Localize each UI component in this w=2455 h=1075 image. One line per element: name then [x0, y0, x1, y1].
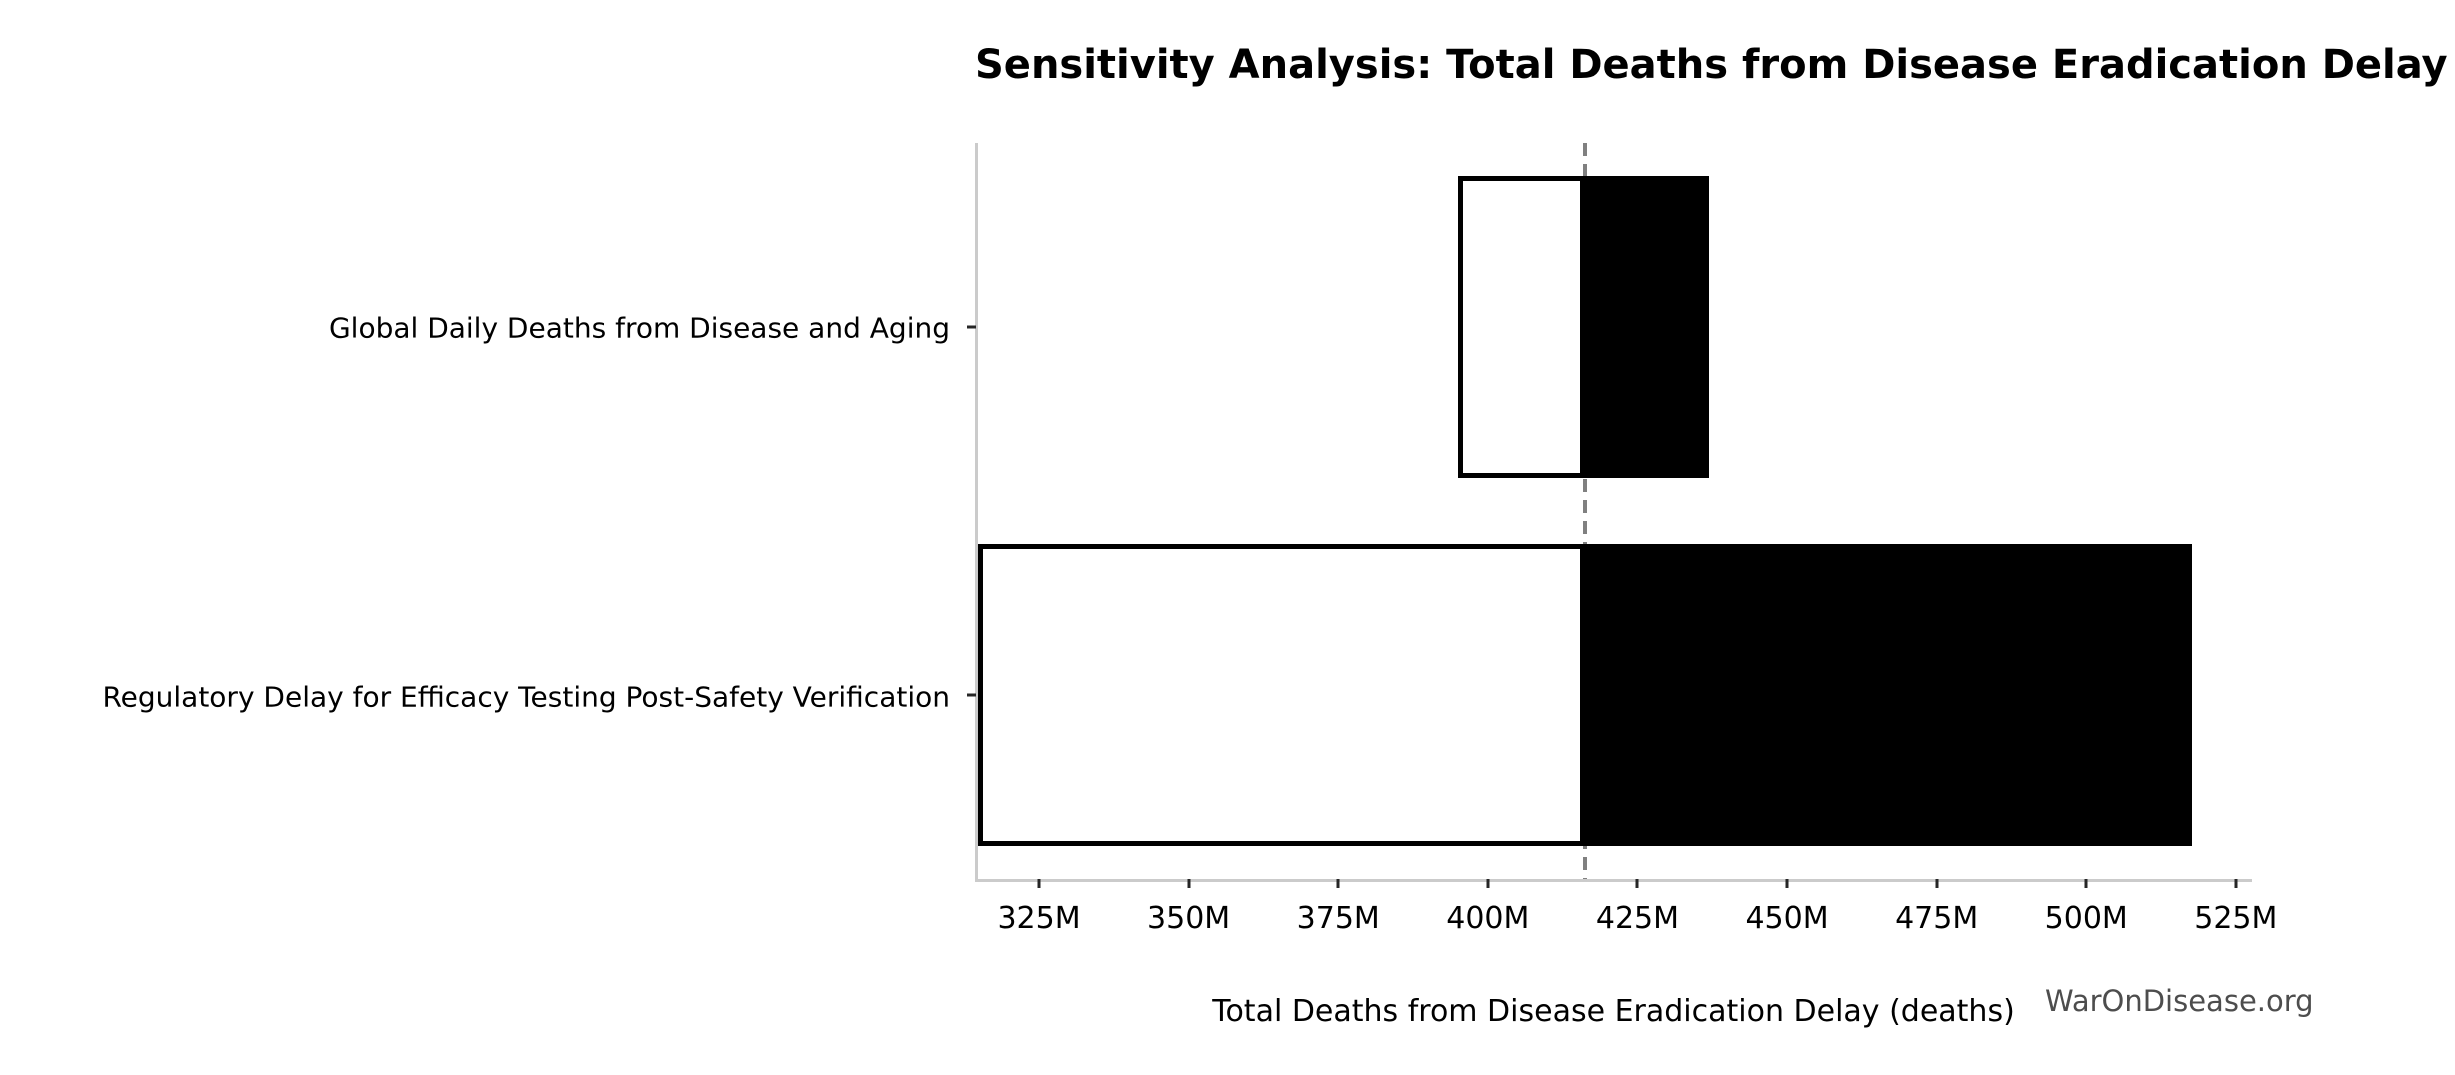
- x-tick-mark: [1635, 879, 1639, 888]
- x-tick-mark: [1935, 879, 1939, 888]
- x-tick-label: 350M: [1147, 901, 1231, 936]
- bar-segment-low: [978, 544, 1585, 846]
- x-tick-mark: [2234, 879, 2238, 888]
- bar-row: [978, 176, 2252, 478]
- x-tick-label: 400M: [1446, 901, 1530, 936]
- category-label: Global Daily Deaths from Disease and Agi…: [328, 311, 950, 345]
- x-tick-label: 525M: [2194, 901, 2278, 936]
- category-label: Regulatory Delay for Efficacy Testing Po…: [102, 680, 950, 714]
- x-tick-mark: [1486, 879, 1490, 888]
- bar-row: [978, 544, 2252, 846]
- x-axis-label: Total Deaths from Disease Eradication De…: [1212, 994, 2015, 1029]
- x-tick-label: 375M: [1296, 901, 1380, 936]
- x-tick-label: 475M: [1895, 901, 1979, 936]
- plot-area: 325M 350M 375M 400M 425M 450M 475M 500M 525M: [967, 143, 2277, 936]
- x-tick-label: 450M: [1745, 901, 1829, 936]
- y-tick-mark: [967, 325, 976, 329]
- x-tick-label: 325M: [997, 901, 1081, 936]
- y-tick-mark: [967, 693, 976, 697]
- x-tick-mark: [2084, 879, 2088, 888]
- y-axis-labels: Global Daily Deaths from Disease and Agi…: [0, 143, 950, 882]
- baseline-dashed-line: [1582, 143, 1587, 879]
- x-tick-mark: [1336, 879, 1340, 888]
- x-tick-mark: [1785, 879, 1789, 888]
- x-tick-mark: [1037, 879, 1041, 888]
- bar-segment-high: [1584, 176, 1710, 478]
- bar-segment-high: [1584, 544, 2193, 846]
- x-tick-mark: [1187, 879, 1191, 888]
- bar-segment-low: [1457, 176, 1585, 478]
- x-tick-label: 500M: [2044, 901, 2128, 936]
- watermark: WarOnDisease.org: [2045, 984, 2314, 1018]
- x-tick-label: 425M: [1595, 901, 1680, 936]
- chart-title: Sensitivity Analysis: Total Deaths from …: [975, 42, 2448, 88]
